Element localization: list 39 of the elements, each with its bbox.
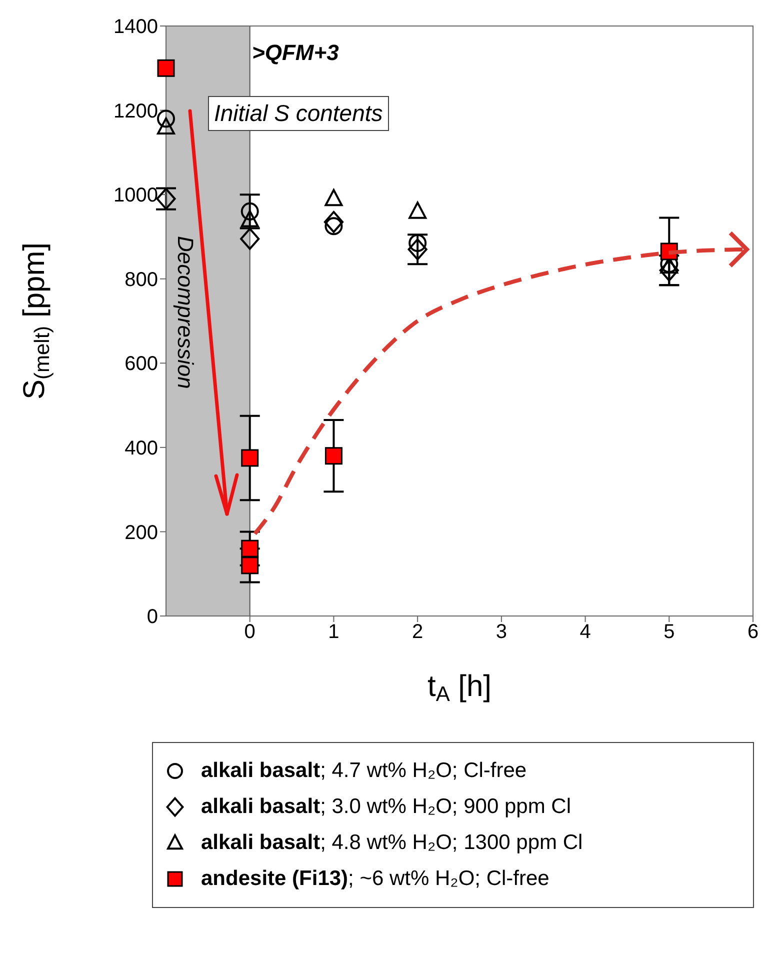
x-tick-label: 1 (328, 621, 340, 644)
annotation: >QFM+3 (252, 40, 339, 66)
y-tick-label: 600 (124, 353, 158, 376)
point (240, 228, 260, 250)
point (240, 202, 259, 220)
legend-label: alkali basalt; 3.0 wt% H₂O; 900 ppm Cl (201, 795, 571, 818)
point (324, 210, 344, 233)
x-tick-label: 0 (244, 621, 256, 644)
point (324, 447, 342, 465)
x-tick-label: 2 (412, 621, 424, 644)
legend-label: andesite (Fi13); ~6 wt% H₂O; Cl-free (201, 867, 550, 890)
annotation: Initial S contents (208, 96, 389, 131)
annotation: Decompression (172, 236, 198, 389)
point (157, 117, 175, 135)
y-tick-label: 0 (146, 606, 158, 628)
point (241, 556, 259, 574)
point (157, 59, 175, 77)
legend-label: alkali basalt; 4.8 wt% H₂O; 1300 ppm Cl (201, 831, 583, 854)
point (659, 259, 679, 282)
x-tick-label: 5 (664, 621, 675, 644)
point (241, 449, 259, 467)
point (240, 210, 259, 228)
x-axis-title: t$_{A}$ [h] (427, 670, 492, 706)
x-tick-label: 3 (496, 621, 507, 644)
y-tick-label: 800 (124, 268, 158, 291)
y-tick-label: 1000 (114, 184, 158, 207)
point (157, 110, 175, 128)
point (324, 188, 343, 206)
point (408, 202, 427, 219)
point (241, 540, 259, 558)
y-tick-label: 1200 (114, 100, 158, 122)
y-tick-label: 400 (124, 438, 158, 460)
x-tick-label: 6 (747, 621, 759, 644)
x-tick-label: 4 (580, 621, 591, 644)
y-tick-label: 1400 (114, 16, 158, 38)
point (408, 238, 428, 260)
y-tick-label: 200 (124, 522, 158, 544)
point (408, 234, 427, 252)
legend-label: alkali basalt; 4.7 wt% H₂O; Cl-free (201, 759, 527, 782)
